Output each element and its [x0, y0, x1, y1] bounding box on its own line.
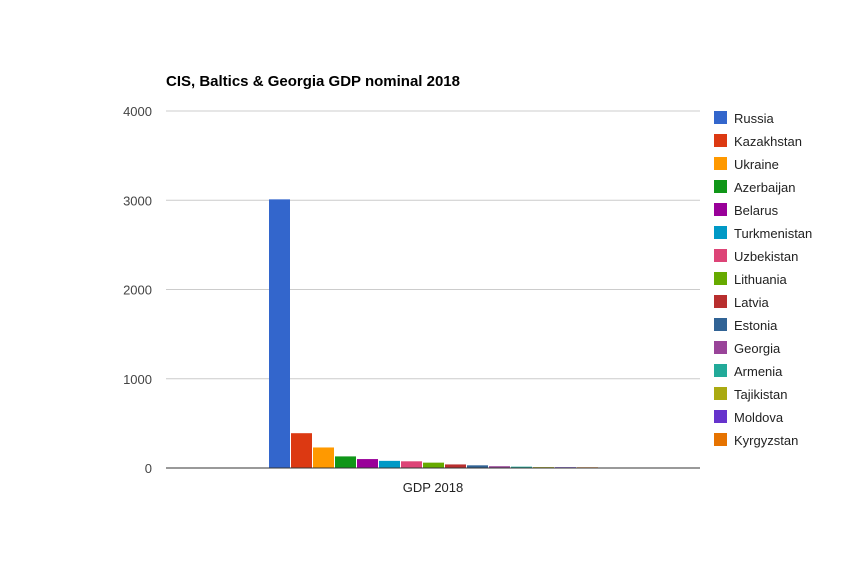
- legend-label: Kazakhstan: [734, 134, 802, 149]
- legend-swatch: [714, 341, 727, 354]
- legend-swatch: [714, 433, 727, 446]
- legend-label: Estonia: [734, 318, 778, 333]
- legend: Russia Kazakhstan Ukraine Azerbaijan Belarus…: [714, 111, 812, 448]
- legend-swatch: [714, 203, 727, 216]
- legend-swatch: [714, 318, 727, 331]
- legend-label: Turkmenistan: [734, 226, 812, 241]
- legend-label: Tajikistan: [734, 387, 787, 402]
- chart-title: CIS, Baltics & Georgia GDP nominal 2018: [166, 73, 460, 90]
- y-tick-label: 1000: [123, 372, 152, 387]
- x-category-label: GDP 2018: [403, 480, 463, 495]
- bar-turkmenistan[interactable]: [379, 461, 400, 468]
- bar-belarus[interactable]: [357, 459, 378, 468]
- legend-label: Lithuania: [734, 272, 788, 287]
- bar-uzbekistan[interactable]: [401, 461, 422, 468]
- legend-swatch: [714, 364, 727, 377]
- legend-label: Russia: [734, 111, 775, 126]
- legend-swatch: [714, 387, 727, 400]
- legend-swatch: [714, 180, 727, 193]
- legend-swatch: [714, 295, 727, 308]
- bar-lithuania[interactable]: [423, 463, 444, 468]
- legend-label: Armenia: [734, 364, 783, 379]
- bars: [269, 199, 598, 468]
- legend-label: Latvia: [734, 295, 769, 310]
- bar-azerbaijan[interactable]: [335, 456, 356, 468]
- legend-swatch: [714, 134, 727, 147]
- legend-label: Georgia: [734, 341, 781, 356]
- legend-swatch: [714, 272, 727, 285]
- bar-ukraine[interactable]: [313, 447, 334, 468]
- legend-swatch: [714, 226, 727, 239]
- legend-label: Belarus: [734, 203, 779, 218]
- legend-swatch: [714, 249, 727, 262]
- bar-kazakhstan[interactable]: [291, 433, 312, 468]
- legend-label: Moldova: [734, 410, 784, 425]
- bar-russia[interactable]: [269, 199, 290, 468]
- y-axis-ticks: 0 1000 2000 3000 4000: [123, 104, 152, 476]
- y-tick-label: 3000: [123, 193, 152, 208]
- y-tick-label: 4000: [123, 104, 152, 119]
- legend-swatch: [714, 111, 727, 124]
- legend-label: Kyrgyzstan: [734, 433, 798, 448]
- legend-label: Uzbekistan: [734, 249, 798, 264]
- legend-label: Azerbaijan: [734, 180, 795, 195]
- legend-label: Ukraine: [734, 157, 779, 172]
- legend-swatch: [714, 410, 727, 423]
- bar-latvia[interactable]: [445, 464, 466, 468]
- y-tick-label: 2000: [123, 283, 152, 298]
- gridlines: [166, 111, 700, 379]
- legend-swatch: [714, 157, 727, 170]
- y-tick-label: 0: [145, 461, 152, 476]
